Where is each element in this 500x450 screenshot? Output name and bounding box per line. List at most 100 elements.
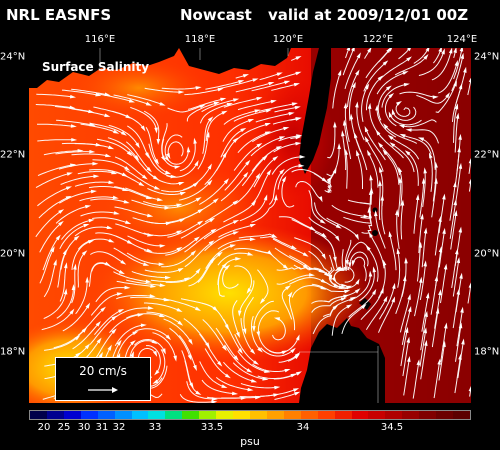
streamline-arrowhead bbox=[443, 322, 448, 329]
streamline-arrowhead bbox=[224, 264, 231, 270]
current-arrowheads bbox=[50, 48, 471, 403]
streamline bbox=[77, 170, 115, 175]
streamline bbox=[197, 253, 221, 283]
streamline-arrowhead bbox=[285, 285, 291, 291]
streamline bbox=[389, 114, 422, 126]
streamline bbox=[325, 281, 359, 290]
streamline-arrowhead bbox=[205, 342, 210, 349]
streamline-arrowhead bbox=[178, 90, 185, 94]
salinity-map[interactable] bbox=[29, 48, 471, 403]
streamline bbox=[253, 157, 276, 188]
streamline-arrowhead bbox=[210, 228, 217, 234]
streamline-arrowhead bbox=[337, 143, 341, 150]
streamline-arrowhead bbox=[382, 259, 387, 266]
streamline bbox=[150, 278, 188, 283]
streamline bbox=[223, 361, 254, 382]
streamline bbox=[184, 229, 214, 253]
streamline bbox=[116, 280, 153, 287]
streamline-arrowhead bbox=[428, 152, 433, 159]
streamline-arrowhead bbox=[377, 142, 384, 148]
streamline bbox=[240, 383, 277, 389]
streamline-arrowhead bbox=[63, 288, 68, 295]
streamline-arrowhead bbox=[249, 237, 256, 242]
streamline-arrowhead bbox=[437, 358, 441, 365]
streamline-arrowhead bbox=[388, 111, 393, 118]
streamline-arrowhead bbox=[402, 275, 407, 282]
streamline-arrowhead bbox=[81, 250, 88, 256]
streamline bbox=[438, 63, 458, 94]
streamline bbox=[343, 123, 352, 160]
streamline-arrowhead bbox=[73, 235, 80, 241]
streamline bbox=[199, 180, 228, 205]
streamline-arrowhead bbox=[383, 123, 389, 129]
streamline-arrowhead bbox=[247, 252, 254, 256]
streamline bbox=[454, 357, 461, 394]
streamline-arrowhead bbox=[364, 126, 369, 133]
streamline bbox=[252, 363, 288, 372]
streamline-arrowhead bbox=[396, 248, 401, 255]
streamline-arrowhead bbox=[123, 199, 130, 204]
streamline bbox=[323, 290, 358, 303]
streamline bbox=[145, 127, 158, 162]
streamline-arrowhead bbox=[391, 108, 396, 115]
streamline-arrowhead bbox=[81, 327, 88, 333]
streamline bbox=[167, 221, 201, 238]
streamline bbox=[203, 220, 237, 240]
streamline-arrowhead bbox=[106, 225, 113, 230]
streamline-arrowhead bbox=[130, 351, 134, 358]
streamline-arrowhead bbox=[146, 166, 152, 173]
streamline bbox=[144, 268, 181, 273]
streamline bbox=[90, 251, 124, 264]
streamline bbox=[220, 174, 247, 202]
streamline-arrowhead bbox=[242, 74, 250, 78]
streamline-arrowhead bbox=[194, 306, 202, 311]
streamline-arrowhead bbox=[468, 282, 471, 288]
streamline-arrowhead bbox=[367, 102, 372, 109]
streamline bbox=[384, 94, 397, 127]
streamline-arrowhead bbox=[229, 244, 237, 248]
colorbar-unit: psu bbox=[240, 435, 260, 448]
streamline bbox=[416, 94, 449, 104]
streamline-arrowhead bbox=[295, 371, 302, 376]
streamline-arrowhead bbox=[344, 289, 351, 294]
lat-label-right-18: 18°N bbox=[474, 346, 500, 358]
streamline-arrowhead bbox=[221, 384, 228, 388]
colorbar-swatch bbox=[148, 411, 166, 419]
streamline-arrowhead bbox=[98, 351, 103, 358]
streamline-arrowhead bbox=[443, 263, 448, 270]
streamline-arrowhead bbox=[243, 171, 249, 178]
streamline-arrowhead bbox=[207, 116, 214, 122]
streamline-arrowhead bbox=[303, 264, 309, 269]
streamline-arrowhead bbox=[159, 101, 166, 106]
streamline bbox=[420, 314, 428, 351]
streamline-arrowhead bbox=[392, 282, 396, 289]
streamline bbox=[115, 223, 150, 236]
streamline-arrowhead bbox=[121, 172, 128, 177]
streamline-arrowhead bbox=[468, 385, 471, 392]
streamline bbox=[272, 318, 286, 341]
streamline-arrowhead bbox=[222, 151, 227, 158]
streamline bbox=[451, 251, 458, 288]
streamline bbox=[413, 48, 429, 64]
streamline bbox=[452, 292, 460, 329]
streamline-arrowhead bbox=[360, 303, 367, 310]
streamline bbox=[344, 105, 350, 143]
streamline bbox=[129, 340, 155, 361]
streamline-arrowhead bbox=[435, 307, 440, 314]
streamline bbox=[338, 266, 355, 283]
streamline-arrowhead bbox=[156, 138, 161, 145]
streamline bbox=[414, 280, 422, 317]
streamline-arrowhead bbox=[58, 209, 65, 214]
streamline bbox=[205, 80, 242, 90]
streamline bbox=[438, 344, 445, 381]
streamline bbox=[42, 237, 60, 271]
streamline-arrowhead bbox=[248, 118, 255, 123]
streamline-arrowhead bbox=[403, 82, 410, 87]
streamline bbox=[43, 150, 81, 156]
streamline bbox=[289, 277, 324, 285]
streamline-arrowhead bbox=[372, 266, 377, 273]
streamline-arrowhead bbox=[380, 194, 385, 201]
streamline bbox=[399, 91, 436, 98]
colorbar-swatch bbox=[165, 411, 183, 419]
streamline-arrowhead bbox=[208, 240, 215, 246]
